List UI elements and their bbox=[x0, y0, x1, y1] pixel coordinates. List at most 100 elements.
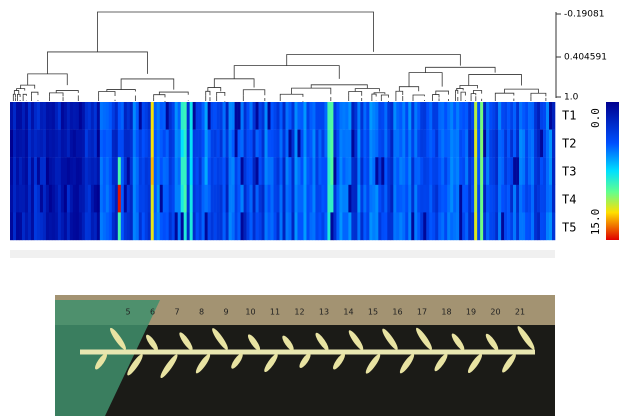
heatmap-cell bbox=[124, 185, 127, 213]
heatmap-cell bbox=[504, 185, 507, 213]
heatmap-cell bbox=[112, 157, 115, 185]
heatmap-cell bbox=[447, 157, 450, 185]
heatmap-cell bbox=[238, 157, 241, 185]
heatmap-cell bbox=[462, 157, 465, 185]
heatmap-cell bbox=[271, 130, 274, 158]
heatmap-cell bbox=[339, 212, 342, 240]
heatmap-cell bbox=[525, 212, 528, 240]
heatmap-cell bbox=[151, 157, 154, 185]
heatmap-cell bbox=[528, 157, 531, 185]
heatmap-cell bbox=[387, 157, 390, 185]
heatmap-cell bbox=[106, 102, 109, 130]
heatmap-cell bbox=[58, 212, 61, 240]
heatmap-cell bbox=[372, 130, 375, 158]
dendrogram-branch bbox=[21, 85, 35, 89]
heatmap-cell bbox=[124, 157, 127, 185]
dendrogram-branch bbox=[349, 92, 362, 96]
heatmap-cell bbox=[25, 130, 28, 158]
heatmap-cell bbox=[345, 130, 348, 158]
heatmap-cell bbox=[127, 130, 130, 158]
dendrogram-branch bbox=[214, 79, 254, 88]
heatmap-cell bbox=[480, 130, 483, 158]
row-label: T4 bbox=[562, 193, 576, 207]
heatmap-cell bbox=[19, 130, 22, 158]
heatmap-cell bbox=[277, 102, 280, 130]
heatmap-cell bbox=[37, 212, 40, 240]
heatmap-cell bbox=[133, 212, 136, 240]
heatmap-cell bbox=[190, 157, 193, 185]
heatmap-cell bbox=[285, 212, 288, 240]
heatmap-cell bbox=[145, 185, 148, 213]
heatmap-cell bbox=[190, 130, 193, 158]
heatmap-cell bbox=[49, 185, 52, 213]
heatmap-cell bbox=[552, 157, 555, 185]
heatmap bbox=[10, 102, 555, 240]
heatmap-cell bbox=[43, 102, 46, 130]
heatmap-cell bbox=[97, 157, 100, 185]
heatmap-cell bbox=[306, 212, 309, 240]
heatmap-cell bbox=[411, 212, 414, 240]
heatmap-cell bbox=[58, 157, 61, 185]
heatmap-cell bbox=[55, 102, 58, 130]
heatmap-cell bbox=[420, 157, 423, 185]
heatmap-cell bbox=[513, 157, 516, 185]
heatmap-cell bbox=[16, 212, 19, 240]
heatmap-cell bbox=[300, 157, 303, 185]
heatmap-cell bbox=[244, 212, 247, 240]
heatmap-cell bbox=[265, 130, 268, 158]
heatmap-cell bbox=[238, 185, 241, 213]
heatmap-cell bbox=[229, 212, 232, 240]
heatmap-cell bbox=[450, 130, 453, 158]
dendrogram-branch bbox=[206, 91, 210, 95]
heatmap-cell bbox=[375, 130, 378, 158]
heatmap-cell bbox=[220, 185, 223, 213]
heatmap-cell bbox=[486, 185, 489, 213]
heatmap-cell bbox=[118, 130, 121, 158]
heatmap-cell bbox=[393, 185, 396, 213]
heatmap-cell bbox=[492, 157, 495, 185]
heatmap-cell bbox=[489, 185, 492, 213]
heatmap-cell bbox=[294, 212, 297, 240]
heatmap-cell bbox=[103, 185, 106, 213]
heatmap-cell bbox=[226, 185, 229, 213]
row-label: T5 bbox=[562, 221, 576, 235]
heatmap-cell bbox=[486, 212, 489, 240]
heatmap-cell bbox=[324, 157, 327, 185]
dendrogram-branch bbox=[460, 85, 478, 88]
heatmap-cell bbox=[28, 185, 31, 213]
heatmap-cell bbox=[531, 185, 534, 213]
heatmap-cell bbox=[459, 185, 462, 213]
heatmap-cell bbox=[205, 157, 208, 185]
heatmap-cell bbox=[477, 130, 480, 158]
heatmap-cell bbox=[363, 130, 366, 158]
heatmap-cell bbox=[37, 185, 40, 213]
heatmap-cell bbox=[220, 102, 223, 130]
heatmap-cell bbox=[465, 212, 468, 240]
heatmap-cell bbox=[241, 102, 244, 130]
heatmap-cell bbox=[435, 212, 438, 240]
heatmap-cell bbox=[453, 157, 456, 185]
dendrogram-branch bbox=[31, 92, 38, 95]
heatmap-cell bbox=[136, 185, 139, 213]
dendrogram-branch bbox=[372, 94, 376, 96]
heatmap-cell bbox=[546, 130, 549, 158]
heatmap-cell bbox=[519, 212, 522, 240]
heatmap-cell bbox=[151, 102, 154, 130]
heatmap-cell bbox=[64, 102, 67, 130]
heatmap-cell bbox=[420, 102, 423, 130]
heatmap-cell bbox=[19, 157, 22, 185]
heatmap-cell bbox=[241, 130, 244, 158]
heatmap-cell bbox=[229, 130, 232, 158]
heatmap-cell bbox=[31, 102, 34, 130]
heatmap-cell bbox=[100, 185, 103, 213]
heatmap-cell bbox=[357, 130, 360, 158]
dendrogram-branch bbox=[14, 91, 18, 95]
heatmap-cell bbox=[501, 212, 504, 240]
scale-label: -0.19081 bbox=[564, 10, 604, 20]
heatmap-cell bbox=[91, 212, 94, 240]
dendrogram-branch bbox=[473, 91, 481, 94]
heatmap-cell bbox=[205, 185, 208, 213]
heatmap-cell bbox=[414, 130, 417, 158]
heatmap-cell bbox=[438, 212, 441, 240]
heatmap-cell bbox=[271, 102, 274, 130]
